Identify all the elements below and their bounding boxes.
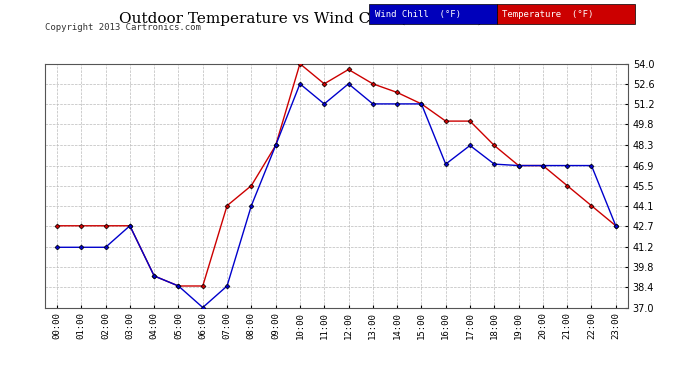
Text: Wind Chill  (°F): Wind Chill (°F) — [375, 10, 461, 18]
Text: Temperature  (°F): Temperature (°F) — [502, 10, 593, 18]
Text: Outdoor Temperature vs Wind Chill (24 Hours)  20130524: Outdoor Temperature vs Wind Chill (24 Ho… — [119, 11, 571, 26]
Text: Copyright 2013 Cartronics.com: Copyright 2013 Cartronics.com — [45, 22, 201, 32]
